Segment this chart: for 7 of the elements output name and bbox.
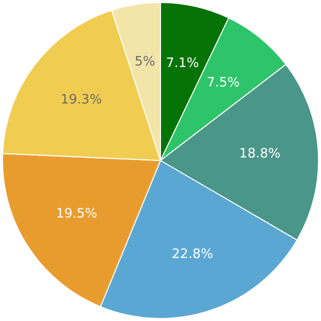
data-label: 7.1% (166, 56, 200, 71)
data-label: 18.8% (239, 146, 280, 162)
data-label: 22.8% (172, 247, 214, 262)
data-label: 19.5% (56, 206, 98, 222)
data-label: 7.5% (206, 76, 240, 91)
data-label: 5% (134, 54, 156, 70)
data-label: 19.3% (60, 92, 102, 108)
